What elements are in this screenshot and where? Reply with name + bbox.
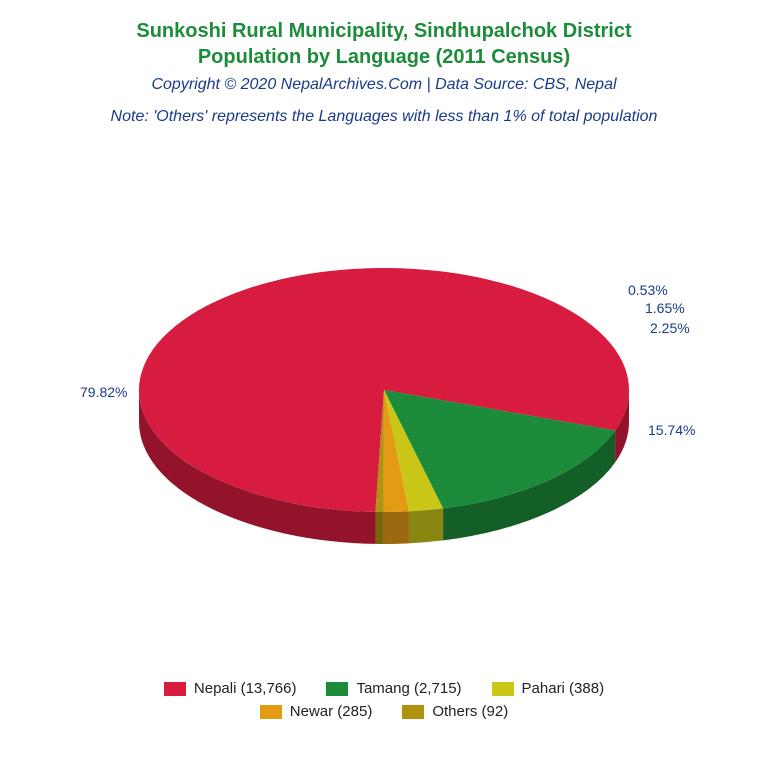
legend-swatch — [326, 682, 348, 696]
legend-swatch — [402, 705, 424, 719]
copyright-line: Copyright © 2020 NepalArchives.Com | Dat… — [0, 76, 768, 94]
legend-label: Nepali (13,766) — [194, 680, 297, 697]
pie-svg — [0, 160, 768, 600]
pct-label-others: 0.53% — [628, 282, 668, 298]
legend-label: Tamang (2,715) — [356, 680, 461, 697]
title-line-1: Sunkoshi Rural Municipality, Sindhupalch… — [0, 18, 768, 44]
legend-item: Others (92) — [402, 703, 508, 720]
header: Sunkoshi Rural Municipality, Sindhupalch… — [0, 0, 768, 126]
legend-label: Newar (285) — [290, 703, 373, 720]
pie-chart: 79.82% 15.74% 2.25% 1.65% 0.53% — [0, 160, 768, 600]
legend-item: Tamang (2,715) — [326, 680, 461, 697]
legend-swatch — [492, 682, 514, 696]
legend-item: Newar (285) — [260, 703, 373, 720]
pct-label-tamang: 15.74% — [648, 422, 695, 438]
pct-label-newar: 1.65% — [645, 300, 685, 316]
title-line-2: Population by Language (2011 Census) — [0, 44, 768, 70]
note-line: Note: 'Others' represents the Languages … — [0, 108, 768, 126]
legend-swatch — [260, 705, 282, 719]
legend: Nepali (13,766) Tamang (2,715) Pahari (388… — [0, 680, 768, 720]
legend-swatch — [164, 682, 186, 696]
pct-label-pahari: 2.25% — [650, 320, 690, 336]
legend-label: Others (92) — [432, 703, 508, 720]
legend-label: Pahari (388) — [522, 680, 605, 697]
legend-item: Nepali (13,766) — [164, 680, 297, 697]
legend-item: Pahari (388) — [492, 680, 605, 697]
pct-label-nepali: 79.82% — [80, 384, 127, 400]
